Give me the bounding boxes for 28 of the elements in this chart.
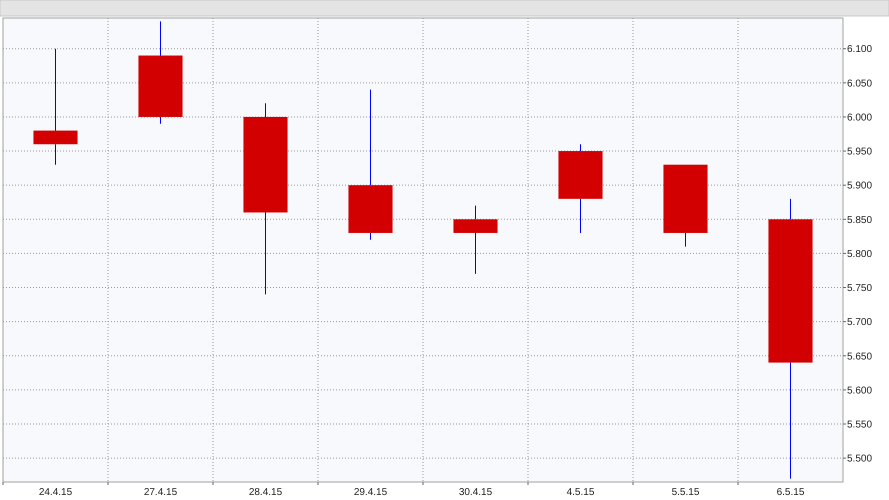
x-tick-label: 30.4.15: [458, 487, 493, 498]
x-tick-label: 6.5.15: [776, 487, 805, 498]
y-tick-label: 5.600: [847, 385, 872, 396]
candlestick: [453, 205, 498, 274]
x-tick-label: 29.4.15: [354, 487, 388, 498]
y-tick-label: 5.500: [847, 454, 872, 465]
x-tick-label: 5.5.15: [672, 487, 700, 498]
candlestick: [33, 48, 78, 166]
y-tick-label: 5.650: [847, 351, 872, 362]
y-tick-label: 5.900: [847, 180, 872, 192]
y-tick-label: 6.050: [847, 78, 872, 90]
y-tick-label: 5.700: [847, 317, 872, 328]
y-tick-label: 5.850: [847, 214, 872, 226]
y-tick-label: 6.000: [847, 112, 872, 124]
x-tick-label: 27.4.15: [144, 487, 178, 498]
y-tick-label: 6.100: [847, 44, 872, 56]
candlestick: [768, 198, 813, 480]
candlestick: [138, 20, 183, 124]
y-tick-label: 5.800: [847, 248, 872, 260]
x-tick-label: 24.4.15: [38, 487, 73, 498]
x-tick-label: 4.5.15: [566, 487, 595, 498]
y-tick-label: 5.950: [847, 146, 872, 158]
candlestick: [558, 144, 603, 234]
candlestick: [243, 102, 288, 295]
x-tick-label: 28.4.15: [248, 487, 283, 498]
candlestick: [348, 89, 393, 240]
y-tick-label: 5.550: [847, 420, 872, 430]
y-tick-label: 5.750: [847, 283, 872, 294]
